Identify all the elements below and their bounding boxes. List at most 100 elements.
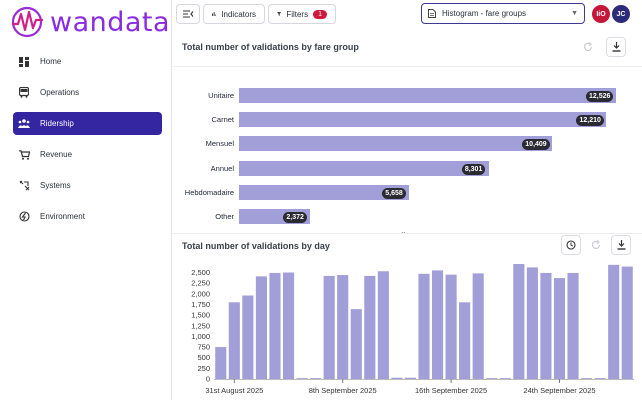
- fare-group-bar[interactable]: [239, 184, 410, 200]
- y-tick-label: 1,500: [191, 311, 210, 320]
- x-tick-label: 31st August 2025: [205, 386, 263, 395]
- sidebar-item-revenue[interactable]: Revenue: [13, 143, 162, 166]
- fare-group-label: Hebdomadaire: [184, 187, 234, 197]
- y-tick-label: 1,000: [191, 332, 210, 341]
- fare-group-label: Other: [215, 212, 234, 221]
- day-bar[interactable]: [242, 295, 254, 379]
- day-bar[interactable]: [445, 274, 457, 379]
- y-tick-label: 2,500: [191, 268, 210, 277]
- dashboard-icon: [18, 56, 30, 68]
- filters-button[interactable]: Filters 1: [268, 4, 336, 24]
- day-bar[interactable]: [350, 309, 362, 379]
- daily-chart-title: Total number of validations by day: [182, 241, 330, 251]
- y-tick-label: 1,750: [191, 300, 210, 309]
- chart-type-select[interactable]: Histogram - fare groups ▼: [421, 3, 585, 24]
- fare-group-bar[interactable]: [239, 136, 553, 152]
- leaf-icon: [18, 211, 30, 223]
- fare-group-value-label: 5,658: [382, 187, 406, 199]
- sidebar-nav: Home Operations Ridership Revenue: [13, 50, 162, 236]
- day-bar[interactable]: [486, 378, 498, 379]
- day-bar[interactable]: [608, 264, 620, 379]
- sidebar-item-home[interactable]: Home: [13, 50, 162, 73]
- day-bar[interactable]: [459, 302, 471, 379]
- day-bar[interactable]: [310, 378, 322, 379]
- chevron-down-icon: ▼: [571, 10, 578, 17]
- day-bar[interactable]: [567, 272, 579, 379]
- indicators-button[interactable]: Indicators: [203, 4, 265, 24]
- download-icon: [617, 240, 625, 250]
- day-bar[interactable]: [418, 273, 430, 379]
- fare-group-bar[interactable]: [239, 88, 616, 103]
- y-tick-label: 250: [197, 364, 210, 373]
- x-tick-label: 24th September 2025: [523, 386, 595, 395]
- avatar-user[interactable]: JC: [612, 5, 630, 23]
- day-bar[interactable]: [513, 264, 525, 379]
- people-icon: [18, 118, 30, 130]
- day-bar[interactable]: [228, 302, 240, 379]
- sidebar-item-label: Revenue: [40, 150, 73, 159]
- brand-logo[interactable]: wandata: [10, 4, 170, 40]
- sidebar-item-environment[interactable]: Environment: [13, 205, 162, 228]
- fare-group-label: Mensuel: [205, 139, 234, 149]
- day-bar[interactable]: [404, 377, 417, 379]
- day-bar[interactable]: [472, 273, 484, 379]
- day-bar[interactable]: [337, 275, 349, 379]
- avatar-org[interactable]: IiO: [592, 5, 610, 23]
- sidebar-item-ridership[interactable]: Ridership: [13, 112, 162, 135]
- time-granularity-button[interactable]: [561, 235, 581, 255]
- fare-group-value-label: 2,372: [283, 212, 307, 223]
- day-bar[interactable]: [431, 270, 444, 379]
- expand-chevron-icon[interactable]: ⌄: [400, 227, 407, 236]
- day-bar[interactable]: [621, 266, 633, 379]
- collapse-sidebar-button[interactable]: [176, 4, 200, 24]
- filter-icon: [277, 12, 282, 16]
- day-bar[interactable]: [499, 378, 511, 379]
- fare-group-label: Carnet: [211, 115, 234, 125]
- y-tick-label: 1,250: [191, 321, 210, 330]
- fare-group-chart-title: Total number of validations by fare grou…: [182, 42, 359, 52]
- day-bar[interactable]: [282, 272, 295, 379]
- y-tick-label: 500: [197, 353, 210, 362]
- sidebar-item-label: Home: [40, 57, 62, 66]
- document-icon: [428, 9, 436, 18]
- day-bar[interactable]: [269, 272, 281, 379]
- download-button[interactable]: [606, 37, 626, 57]
- sidebar-item-operations[interactable]: Operations: [13, 81, 162, 104]
- day-bar[interactable]: [526, 267, 538, 379]
- menu-collapse-icon: [182, 10, 193, 18]
- sidebar-item-systems[interactable]: Systems: [13, 174, 162, 197]
- day-bar[interactable]: [391, 377, 403, 379]
- day-bar[interactable]: [377, 271, 389, 379]
- fare-group-bar[interactable]: [239, 160, 489, 176]
- day-bar[interactable]: [255, 276, 267, 379]
- systems-icon: [18, 180, 30, 192]
- day-bar[interactable]: [323, 275, 335, 379]
- day-bar[interactable]: [215, 347, 227, 379]
- chart-type-value: Histogram - fare groups: [442, 9, 527, 18]
- refresh-button[interactable]: [586, 235, 606, 255]
- panel-divider: [172, 66, 642, 67]
- y-tick-label: 0: [206, 375, 210, 384]
- day-bar[interactable]: [553, 278, 566, 379]
- day-bar[interactable]: [540, 272, 552, 379]
- day-bar[interactable]: [594, 378, 606, 379]
- fare-group-value-label: 10,409: [522, 139, 550, 151]
- day-bar[interactable]: [581, 378, 593, 379]
- day-bar[interactable]: [364, 275, 376, 379]
- download-icon: [612, 42, 620, 52]
- brand-name: wandata: [50, 6, 171, 38]
- panel-divider: [172, 233, 642, 234]
- cart-icon: [18, 149, 30, 161]
- sidebar-item-label: Ridership: [40, 119, 74, 128]
- day-bar[interactable]: [296, 378, 308, 379]
- fare-group-bar[interactable]: [239, 112, 607, 128]
- bar-chart-icon: [212, 12, 217, 16]
- download-button[interactable]: [611, 235, 631, 255]
- y-tick-label: 2,250: [191, 279, 210, 288]
- clock-icon: [566, 240, 576, 250]
- y-tick-label: 2,000: [191, 289, 210, 298]
- refresh-button[interactable]: [578, 37, 598, 57]
- x-tick-label: 16th September 2025: [415, 386, 487, 395]
